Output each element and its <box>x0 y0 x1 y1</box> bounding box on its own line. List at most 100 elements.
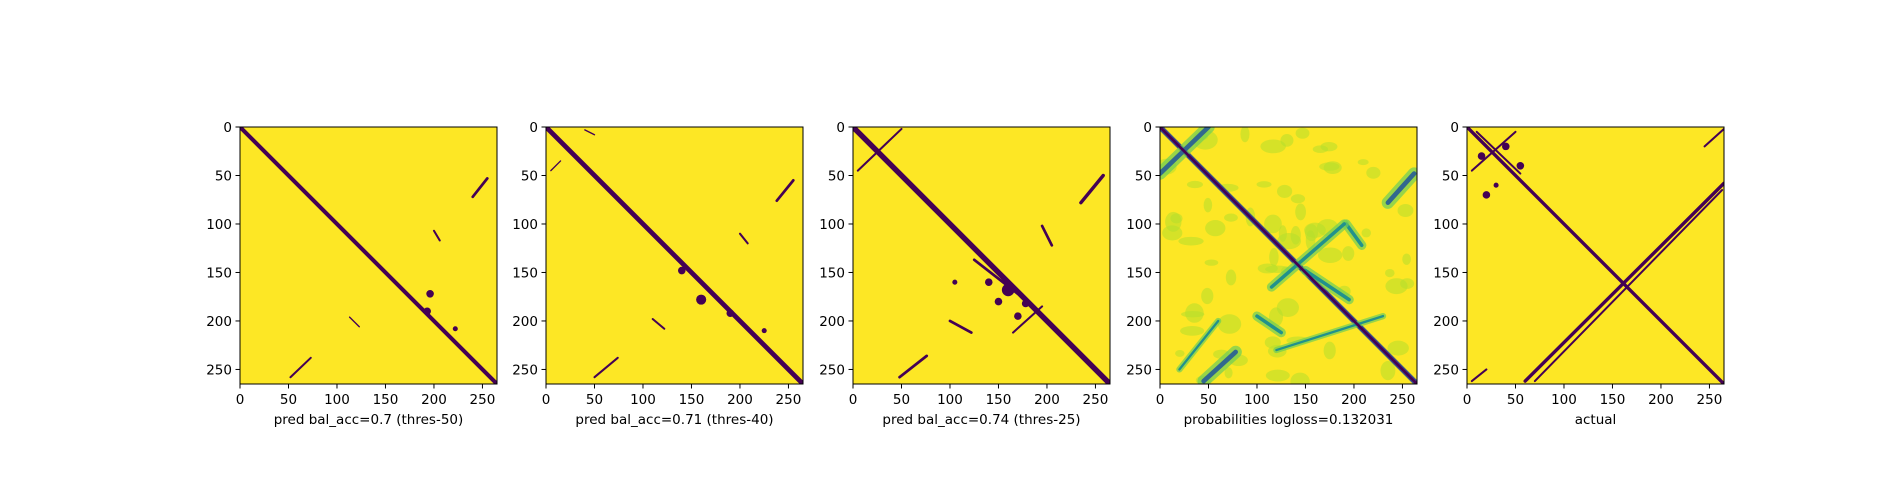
contact-segment <box>1040 224 1054 247</box>
x-tick-label: 250 <box>1083 392 1109 408</box>
x-tick-label: 100 <box>1244 392 1270 408</box>
probability-texture <box>1319 162 1340 171</box>
probability-texture <box>1295 203 1306 221</box>
contact-blob <box>1493 182 1499 188</box>
x-tick-label: 100 <box>1551 392 1577 408</box>
contact-blob <box>994 297 1003 306</box>
x-tick-label: 150 <box>1293 392 1319 408</box>
contact-segment <box>593 356 619 379</box>
contact-blob <box>1477 152 1486 160</box>
x-tick-label: 100 <box>937 392 963 408</box>
x-tick-label: 100 <box>630 392 656 408</box>
y-tick-label: 150 <box>1433 265 1459 281</box>
x-tick-label: 250 <box>776 392 802 408</box>
y-tick-label: 50 <box>1135 168 1152 184</box>
probability-texture <box>1361 228 1372 238</box>
probability-band <box>1344 222 1364 248</box>
contact-segment <box>1703 127 1724 148</box>
heatmap-marks <box>240 127 497 384</box>
x-tick-label: 150 <box>679 392 705 408</box>
y-tick-label: 150 <box>819 265 845 281</box>
y-tick-label: 100 <box>1433 217 1459 233</box>
y-tick-label: 150 <box>1126 265 1152 281</box>
axes-frame <box>1159 126 1418 385</box>
probability-texture <box>1312 145 1328 153</box>
probability-texture <box>1260 139 1286 154</box>
axes-frame <box>239 126 498 385</box>
probability-texture <box>1186 180 1204 189</box>
x-axis-label: pred bal_acc=0.71 (thres-40) <box>575 412 773 428</box>
contact-segment <box>856 127 903 172</box>
axes-frame <box>852 126 1111 385</box>
x-tick-label: 200 <box>421 392 447 408</box>
y-tick-label: 250 <box>819 362 845 378</box>
y-tick-label: 200 <box>819 314 845 330</box>
heatmap-marks <box>1160 127 1417 384</box>
axes-frame <box>545 126 804 385</box>
x-axis-label: probabilities logloss=0.132031 <box>1184 412 1394 428</box>
main-diagonal <box>240 127 497 384</box>
main-diagonal <box>1467 127 1724 384</box>
x-tick-label: 0 <box>849 392 858 408</box>
probability-band <box>1178 319 1220 371</box>
contact-blob <box>726 309 735 317</box>
contact-segment <box>651 318 666 330</box>
contact-segment <box>584 129 596 136</box>
x-tick-label: 50 <box>586 392 603 408</box>
probability-band <box>1275 314 1385 352</box>
x-tick-label: 200 <box>1341 392 1367 408</box>
contact-blob <box>761 328 767 334</box>
y-tick-label: 0 <box>529 120 538 136</box>
contact-segment <box>1475 130 1522 175</box>
probability-texture <box>1290 372 1310 384</box>
probability-texture <box>1203 197 1213 213</box>
x-axis-label: pred bal_acc=0.74 (thres-25) <box>882 412 1080 428</box>
contact-segment <box>948 319 973 334</box>
probability-texture <box>1385 268 1395 278</box>
probability-texture <box>1342 246 1355 261</box>
x-tick-label: 0 <box>542 392 551 408</box>
x-tick-label: 150 <box>1600 392 1626 408</box>
contact-segment <box>738 232 749 245</box>
y-tick-label: 0 <box>836 120 845 136</box>
contact-blob <box>426 290 434 298</box>
probability-band <box>1201 349 1238 384</box>
probability-texture <box>1269 247 1279 267</box>
y-tick-label: 100 <box>819 217 845 233</box>
x-tick-label: 250 <box>470 392 496 408</box>
y-tick-label: 200 <box>1126 314 1152 330</box>
probability-texture <box>1185 303 1204 323</box>
y-tick-label: 250 <box>1126 362 1152 378</box>
x-tick-label: 50 <box>1507 392 1524 408</box>
probability-texture <box>1357 159 1369 166</box>
y-tick-label: 200 <box>1433 314 1459 330</box>
contact-segment <box>289 356 312 379</box>
contact-segment <box>550 160 562 172</box>
x-tick-label: 150 <box>373 392 399 408</box>
probability-texture <box>1264 214 1282 234</box>
y-tick-label: 0 <box>1450 120 1459 136</box>
y-tick-label: 100 <box>206 217 232 233</box>
probability-texture <box>1180 326 1205 336</box>
x-tick-label: 200 <box>1034 392 1060 408</box>
x-axis-label: pred bal_acc=0.7 (thres-50) <box>274 412 464 428</box>
x-tick-label: 250 <box>1390 392 1416 408</box>
probability-band <box>1255 314 1283 335</box>
contact-segment <box>775 178 795 203</box>
y-tick-label: 50 <box>1442 168 1459 184</box>
y-tick-label: 150 <box>512 265 538 281</box>
probability-texture <box>1295 127 1310 139</box>
probability-texture <box>1323 341 1336 360</box>
probability-texture <box>1400 278 1415 289</box>
x-tick-label: 0 <box>1463 392 1472 408</box>
x-tick-label: 200 <box>727 392 753 408</box>
contact-segment <box>1012 305 1044 334</box>
probability-texture <box>1178 236 1204 246</box>
main-diagonal <box>853 127 1110 384</box>
probability-texture <box>1276 298 1299 318</box>
contact-blob <box>1516 162 1525 170</box>
contact-segment <box>1079 173 1105 205</box>
